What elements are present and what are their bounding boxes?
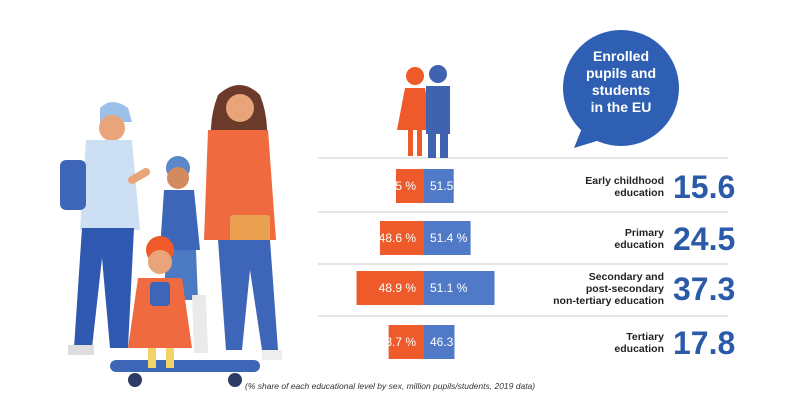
female-bar — [379, 221, 424, 255]
male-share-label: 51.1 % — [430, 281, 468, 295]
woman-figure — [204, 85, 282, 360]
female-share-label: 48.5 % — [379, 179, 417, 193]
row-separators — [318, 157, 728, 317]
bubble-title: Enrolled pupils and students in the EU — [566, 48, 676, 116]
category-label: Secondary and post-secondary non-tertiary … — [553, 271, 664, 307]
category-label: Primary education — [614, 227, 664, 251]
male-share-label: 46.3 % — [430, 335, 468, 349]
male-bar — [424, 221, 471, 255]
title-bubble — [563, 30, 679, 148]
total-value: 17.8 — [673, 325, 735, 361]
total-value: 24.5 — [673, 221, 735, 257]
bars — [356, 169, 495, 359]
female-share-label: 48.6 % — [379, 231, 417, 245]
male-share-label: 51.4 % — [430, 231, 468, 245]
man-figure — [60, 102, 150, 355]
total-values: 15.6 24.5 37.3 17.8 — [673, 169, 735, 361]
bubble-line: pupils and — [586, 65, 656, 81]
female-bar — [356, 271, 424, 305]
male-bar — [424, 271, 495, 305]
bubble-line: in the EU — [590, 99, 652, 115]
category-label: Tertiary education — [614, 331, 664, 355]
female-bar — [396, 169, 424, 203]
skateboard-icon — [110, 360, 260, 387]
bubble-line: students — [591, 82, 651, 98]
male-share-label: 51.5 % — [430, 179, 468, 193]
bar-labels: 48.5 % 51.5 % 48.6 % 51.4 % 48.9 % 51.1 % 53.7… — [379, 179, 468, 349]
footnote: (% share of each educational level by se… — [245, 381, 536, 391]
category-labels: Early childhood education Primary education… — [553, 175, 664, 355]
total-value: 37.3 — [673, 271, 735, 307]
category-label: Early childhood education — [585, 175, 664, 199]
male-bar — [424, 325, 455, 359]
female-share-label: 48.9 % — [379, 281, 417, 295]
male-figure-icon — [426, 65, 450, 158]
female-bar — [388, 325, 424, 359]
people-illustration — [60, 85, 282, 387]
total-value: 15.6 — [673, 169, 735, 205]
girl-figure — [128, 236, 192, 368]
male-bar — [424, 169, 454, 203]
boy-figure — [160, 156, 208, 353]
female-share-label: 53.7 % — [379, 335, 417, 349]
female-figure-icon — [397, 67, 433, 156]
bubble-line: Enrolled — [592, 48, 649, 64]
